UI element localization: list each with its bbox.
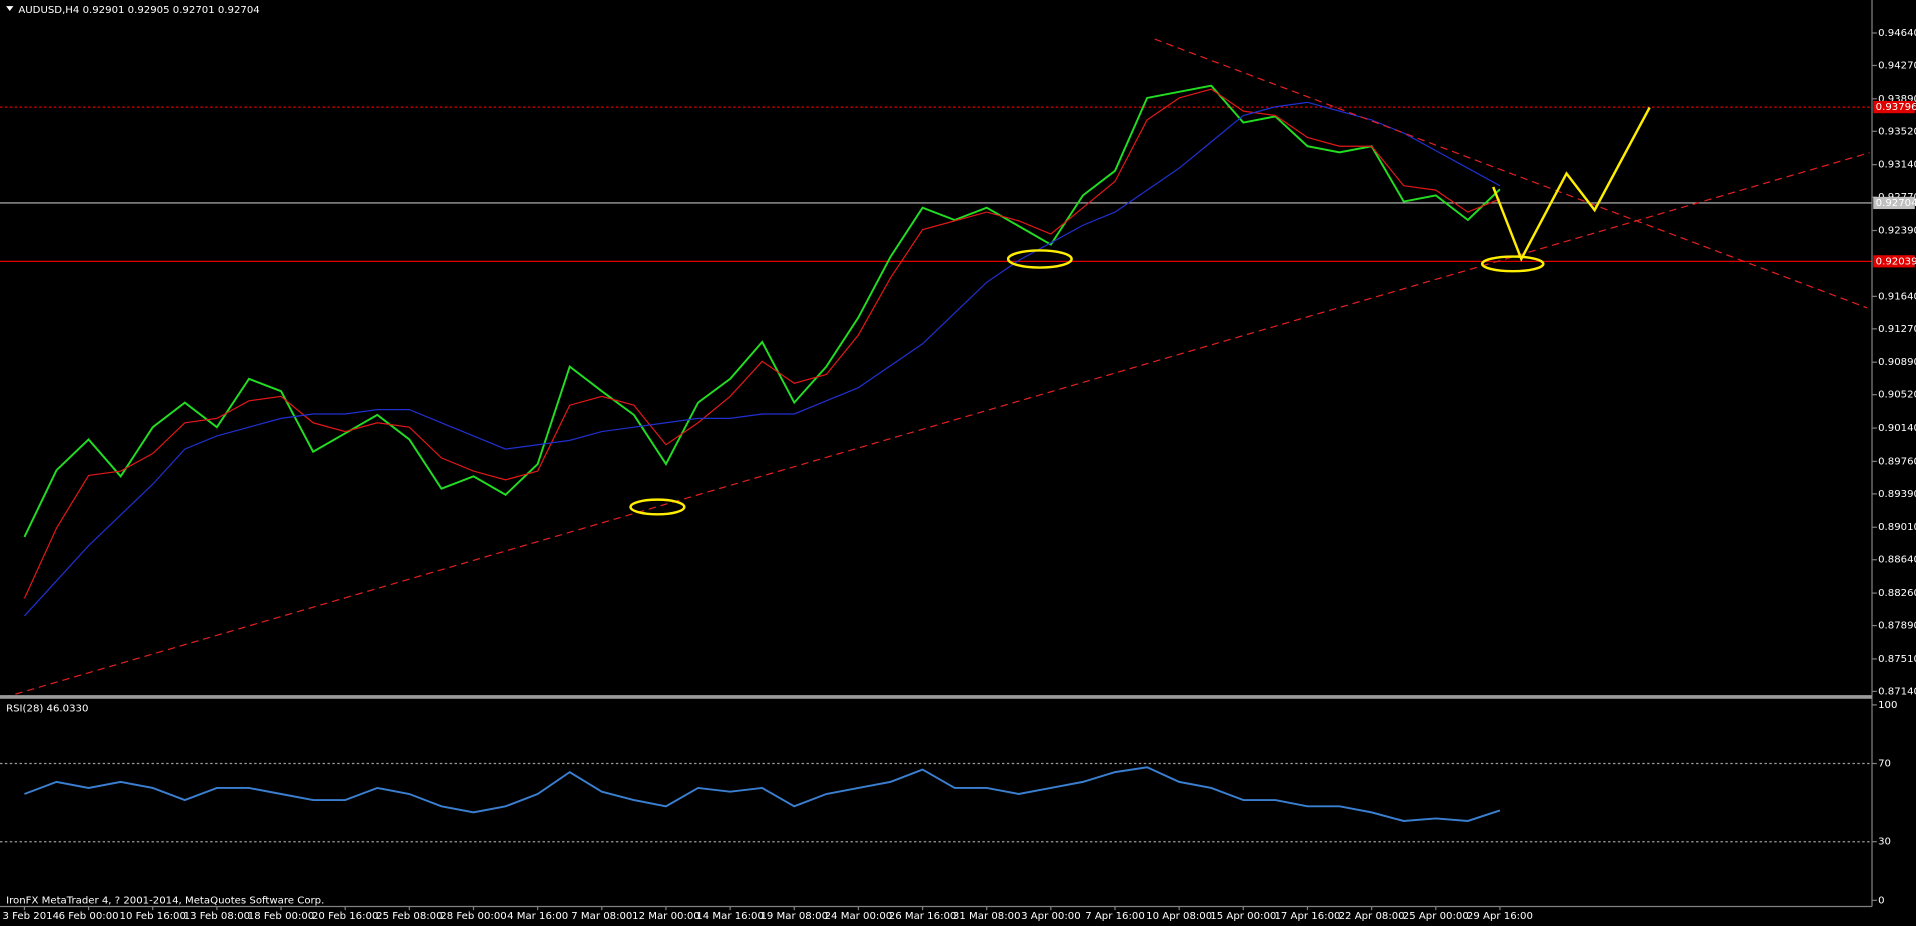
x-tick-label: 15 Apr 00:00 [1210, 911, 1276, 922]
x-tick-label: 19 Mar 08:00 [760, 911, 828, 922]
x-tick-label: 22 Apr 08:00 [1339, 911, 1405, 922]
level-label: 0.93796 [1876, 102, 1916, 113]
x-tick-label: 6 Feb 00:00 [59, 911, 119, 922]
y-tick-label: 0.90890 [1878, 357, 1916, 368]
series-line [23, 84, 1501, 538]
y-tick-label: 0.94270 [1878, 60, 1916, 71]
x-tick-label: 20 Feb 16:00 [312, 911, 378, 922]
indicator-title: RSI(28) 46.0330 [6, 704, 88, 715]
x-tick-label: 18 Feb 00:00 [248, 911, 314, 922]
menu-arrow[interactable] [6, 6, 14, 11]
y-tick-label: 0.88260 [1878, 588, 1916, 599]
x-tick-label: 14 Mar 16:00 [696, 911, 764, 922]
x-tick-label: 10 Feb 16:00 [120, 911, 186, 922]
level-label-box [1873, 255, 1915, 268]
x-tick-label: 26 Mar 16:00 [889, 911, 957, 922]
y-tick-label: 0.88640 [1878, 555, 1916, 566]
y-tick-label: 0.87510 [1878, 654, 1916, 665]
x-tick-label: 3 Apr 00:00 [1021, 911, 1081, 922]
trend-line [3, 152, 1870, 699]
x-tick-label: 13 Feb 08:00 [184, 911, 250, 922]
y-tick-label: 0.91270 [1878, 324, 1916, 335]
series-line [23, 101, 1501, 617]
y-tick-label: 0.93520 [1878, 126, 1916, 137]
x-tick-label: 25 Apr 00:00 [1403, 911, 1469, 922]
trend-line [1154, 38, 1868, 309]
x-tick-label: 10 Apr 08:00 [1146, 911, 1212, 922]
series-line [24, 766, 1501, 822]
x-tick-label: 25 Feb 08:00 [376, 911, 442, 922]
level-label: 0.92704 [1876, 198, 1916, 209]
y-tick-label: 0.87890 [1878, 621, 1916, 632]
y-tick-label: 0.89760 [1878, 456, 1916, 467]
level-label-box [1873, 100, 1915, 114]
y-tick-label: 0.92390 [1878, 226, 1916, 237]
y-tick-label: 0 [1878, 895, 1884, 906]
footer: IronFX MetaTrader 4, ? 2001-2014, MetaQu… [6, 895, 324, 906]
y-tick-label: 0.94640 [1878, 28, 1916, 39]
x-tick-label: 17 Apr 16:00 [1274, 911, 1340, 922]
y-tick-label: 0.90140 [1878, 423, 1916, 434]
projection-path [1492, 106, 1651, 262]
x-tick-label: 29 Apr 16:00 [1467, 911, 1533, 922]
x-tick-label: 3 Feb 2014 [2, 911, 59, 922]
y-tick-label: 0.87140 [1878, 686, 1916, 697]
highlight-ellipse [1006, 249, 1073, 269]
x-tick-label: 7 Apr 16:00 [1085, 911, 1145, 922]
y-tick-label: 0.93140 [1878, 160, 1916, 171]
level-label: 0.92039 [1876, 256, 1916, 267]
y-tick-label: 0.90520 [1878, 390, 1916, 401]
x-tick-label: 31 Mar 08:00 [953, 911, 1021, 922]
y-tick-label: 30 [1878, 837, 1891, 848]
y-tick-label: 0.89390 [1878, 489, 1916, 500]
y-tick-label: 0.91640 [1878, 291, 1916, 302]
y-tick-label: 100 [1878, 700, 1897, 711]
y-tick-label: 0.89010 [1878, 522, 1916, 533]
y-tick-label: 70 [1878, 759, 1891, 770]
plot-layer [0, 84, 1873, 843]
x-tick-label: 4 Mar 16:00 [507, 911, 568, 922]
highlight-ellipse [629, 498, 686, 516]
x-tick-label: 7 Mar 08:00 [571, 911, 632, 922]
y-tick-label: 0.93890 [1878, 94, 1916, 105]
x-tick-label: 24 Mar 00:00 [825, 911, 893, 922]
panel-separator [0, 695, 1873, 699]
highlight-ellipse [1480, 255, 1545, 273]
chart-title: AUDUSD,H4 0.92901 0.92905 0.92701 0.9270… [18, 5, 259, 16]
level-label-box [1873, 196, 1915, 210]
x-tick-label: 28 Feb 00:00 [440, 911, 506, 922]
x-tick-label: 12 Mar 00:00 [632, 911, 700, 922]
